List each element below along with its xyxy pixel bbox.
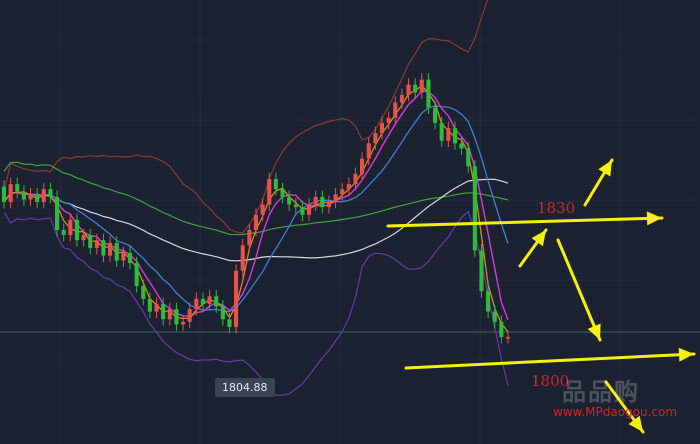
candle (21, 191, 26, 200)
candle (393, 102, 398, 118)
candle (413, 84, 418, 93)
candle (227, 319, 232, 327)
candle (147, 298, 152, 312)
bollinger-lower-line (3, 210, 509, 396)
candle (154, 303, 159, 312)
candle (187, 309, 192, 322)
candle (161, 303, 166, 320)
ma-blue-line (3, 105, 509, 313)
candle (300, 207, 305, 215)
candle (240, 245, 245, 271)
candle (366, 143, 371, 159)
candle (94, 240, 99, 248)
candle (81, 235, 86, 241)
annotation-arrow-head (531, 230, 546, 247)
watermark-url: www.MPdaogou.com (553, 405, 678, 419)
candle (114, 242, 119, 261)
candle (346, 184, 351, 190)
candle (15, 184, 20, 192)
candle (41, 189, 46, 202)
candle (340, 189, 345, 195)
candle (287, 196, 292, 205)
candle (293, 204, 298, 208)
candle (499, 321, 504, 338)
candle (167, 309, 172, 320)
annotation-arrow-head (598, 160, 612, 177)
candle (472, 166, 477, 251)
candle (68, 219, 73, 236)
candle (181, 321, 186, 325)
price-tag: 1804.88 (215, 378, 275, 397)
candle (200, 298, 205, 304)
candle (486, 291, 491, 312)
candle (439, 122, 444, 141)
candle (194, 298, 199, 310)
annotation-arrow (556, 238, 602, 342)
candle (61, 230, 66, 236)
candle (247, 230, 252, 246)
candle (419, 79, 424, 93)
candle (174, 309, 179, 325)
candle (8, 184, 13, 202)
candle (273, 179, 278, 190)
candle (426, 79, 431, 108)
candle (260, 204, 265, 215)
candle (28, 194, 33, 200)
annotation-arrow-head (587, 323, 601, 340)
candle (35, 194, 40, 202)
candle (220, 306, 225, 320)
candle (101, 240, 106, 256)
annotation-arrow-head (646, 211, 662, 226)
candle (433, 107, 438, 123)
candle (267, 179, 272, 205)
candle (121, 252, 126, 261)
candle (127, 252, 132, 264)
candle (326, 202, 331, 208)
candle (466, 148, 471, 167)
candle (88, 235, 93, 248)
annotation-arrow (386, 216, 664, 228)
watermark-logo: 品品购 (562, 378, 640, 406)
candle (141, 286, 146, 299)
candle (459, 143, 464, 149)
candle (55, 196, 60, 230)
candle (253, 214, 258, 230)
candle (379, 122, 384, 134)
candles (1, 73, 510, 344)
annotation-arrow-head (678, 347, 694, 362)
annotation-arrows (386, 158, 696, 434)
candle (207, 296, 212, 304)
candle (373, 133, 378, 144)
candle (492, 311, 497, 322)
annotation-1830: 1830 (537, 199, 576, 217)
ma-magenta-line (3, 90, 509, 321)
candle (313, 196, 318, 205)
annotation-arrow-head (628, 415, 643, 432)
annotation-1800: 1800 (531, 372, 570, 390)
candle (360, 158, 365, 174)
candle (479, 250, 484, 292)
candle (353, 173, 358, 185)
candle (234, 270, 239, 327)
candle (1, 186, 6, 202)
candle (399, 94, 404, 103)
candle (386, 117, 391, 123)
candle (134, 263, 139, 287)
candle (406, 84, 411, 95)
candle (446, 128, 451, 141)
candle (320, 196, 325, 208)
candle (280, 189, 285, 197)
candle (333, 194, 338, 202)
candle (307, 204, 312, 215)
candle (505, 337, 510, 339)
candle (452, 128, 457, 144)
candle (74, 219, 79, 241)
candle (48, 189, 53, 197)
candle (214, 296, 219, 307)
candle (108, 242, 113, 256)
annotation-arrow (404, 352, 696, 370)
